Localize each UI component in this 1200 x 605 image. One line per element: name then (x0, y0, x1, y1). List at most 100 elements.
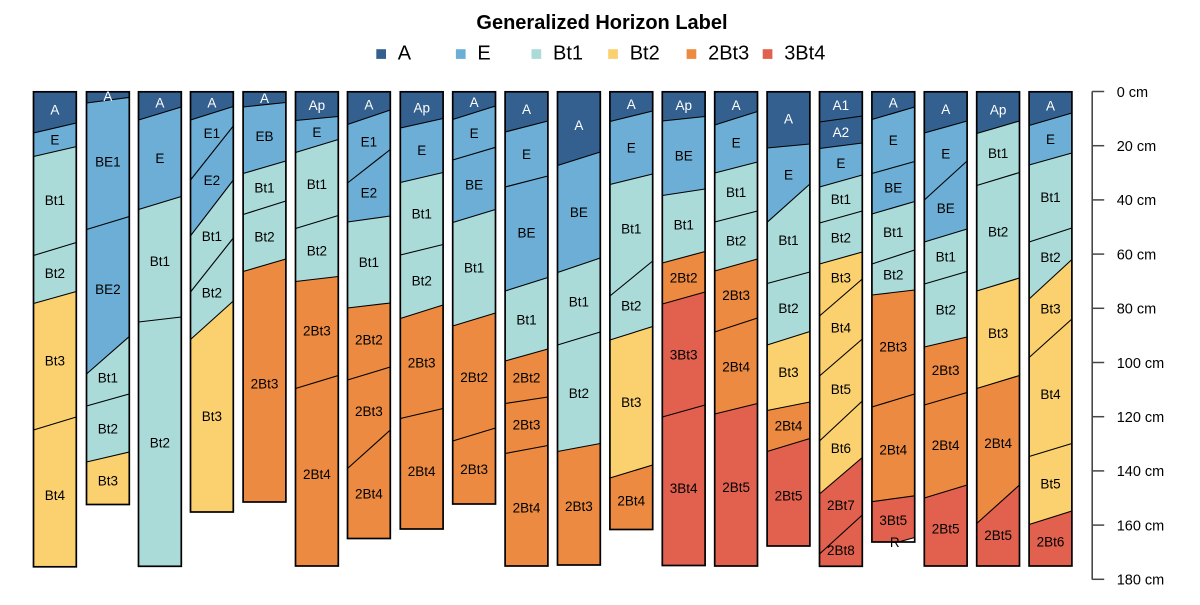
svg-text:A: A (260, 91, 269, 106)
svg-text:E: E (50, 133, 59, 148)
svg-text:Bt1: Bt1 (45, 193, 65, 208)
svg-text:3Bt5: 3Bt5 (879, 513, 907, 528)
svg-text:Bt2: Bt2 (98, 421, 118, 436)
svg-text:Bt1: Bt1 (726, 185, 746, 200)
svg-text:Ap: Ap (413, 100, 430, 115)
svg-text:EB: EB (255, 129, 273, 144)
svg-text:Bt3: Bt3 (621, 395, 641, 410)
svg-text:Bt2: Bt2 (988, 225, 1008, 240)
svg-text:Bt4: Bt4 (1040, 387, 1061, 402)
svg-text:Ap: Ap (990, 102, 1007, 117)
svg-text:Bt1: Bt1 (412, 206, 432, 221)
svg-text:Bt2: Bt2 (45, 266, 65, 281)
svg-text:E: E (732, 136, 741, 151)
svg-text:Bt2: Bt2 (307, 243, 327, 258)
svg-text:Bt2: Bt2 (726, 234, 746, 249)
svg-text:Bt1: Bt1 (202, 229, 222, 244)
svg-text:Bt3: Bt3 (778, 365, 798, 380)
svg-text:Bt1: Bt1 (883, 225, 903, 240)
svg-text:BE: BE (675, 148, 693, 163)
svg-text:E: E (477, 43, 490, 65)
svg-text:Bt1: Bt1 (674, 218, 694, 233)
svg-text:E: E (522, 147, 531, 162)
svg-text:Bt4: Bt4 (45, 488, 66, 503)
svg-text:2Bt8: 2Bt8 (827, 543, 855, 558)
svg-text:2Bt2: 2Bt2 (513, 370, 541, 385)
svg-text:Bt2: Bt2 (936, 303, 956, 318)
svg-text:2Bt2: 2Bt2 (670, 270, 698, 285)
svg-text:2Bt3: 2Bt3 (408, 355, 436, 370)
svg-text:Bt1: Bt1 (569, 295, 589, 310)
svg-text:A: A (207, 95, 216, 110)
svg-text:2Bt3: 2Bt3 (251, 376, 279, 391)
svg-text:Generalized Horizon Label: Generalized Horizon Label (476, 12, 727, 34)
svg-text:Bt1: Bt1 (516, 312, 536, 327)
svg-text:A: A (574, 118, 583, 133)
svg-text:A2: A2 (833, 125, 850, 140)
svg-text:Bt2: Bt2 (254, 229, 274, 244)
svg-text:2Bt2: 2Bt2 (355, 332, 383, 347)
svg-text:2Bt5: 2Bt5 (722, 480, 750, 495)
svg-text:A: A (732, 98, 741, 113)
svg-text:Bt5: Bt5 (831, 382, 851, 397)
svg-text:BE: BE (937, 201, 955, 216)
svg-text:Bt1: Bt1 (936, 249, 956, 264)
svg-text:Bt1: Bt1 (254, 180, 274, 195)
svg-text:Bt2: Bt2 (150, 436, 170, 451)
svg-text:Bt1: Bt1 (359, 255, 379, 270)
svg-text:2Bt4: 2Bt4 (303, 467, 331, 482)
svg-text:Bt3: Bt3 (988, 326, 1008, 341)
svg-text:160 cm: 160 cm (1117, 518, 1165, 534)
svg-text:Bt1: Bt1 (553, 43, 583, 65)
svg-text:3Bt3: 3Bt3 (670, 347, 698, 362)
svg-text:0 cm: 0 cm (1117, 85, 1148, 101)
svg-text:Ap: Ap (309, 98, 326, 113)
svg-text:Bt2: Bt2 (778, 301, 798, 316)
svg-text:A1: A1 (833, 98, 850, 113)
svg-text:A: A (398, 43, 412, 65)
svg-text:2Bt5: 2Bt5 (932, 522, 960, 537)
svg-text:Bt2: Bt2 (621, 299, 641, 314)
svg-text:2Bt4: 2Bt4 (408, 464, 436, 479)
svg-text:3Bt4: 3Bt4 (670, 481, 698, 496)
svg-text:A: A (103, 89, 112, 104)
svg-text:A: A (50, 103, 59, 118)
svg-text:E: E (1046, 132, 1055, 147)
svg-text:Bt3: Bt3 (45, 353, 65, 368)
svg-text:2Bt3: 2Bt3 (722, 288, 750, 303)
svg-text:E: E (312, 125, 321, 140)
svg-text:A: A (784, 112, 793, 127)
svg-text:2Bt4: 2Bt4 (932, 438, 960, 453)
svg-text:20 cm: 20 cm (1117, 139, 1157, 155)
svg-text:2Bt4: 2Bt4 (984, 436, 1012, 451)
svg-text:Bt4: Bt4 (831, 320, 852, 335)
svg-text:A: A (941, 102, 950, 117)
svg-text:Bt2: Bt2 (569, 386, 589, 401)
svg-text:Bt1: Bt1 (464, 261, 484, 276)
svg-text:A: A (1046, 98, 1055, 113)
svg-text:BE: BE (465, 178, 483, 193)
svg-text:E: E (784, 167, 793, 182)
svg-text:E1: E1 (361, 135, 378, 150)
svg-text:E: E (836, 156, 845, 171)
svg-text:2Bt3: 2Bt3 (932, 363, 960, 378)
svg-text:E: E (155, 151, 164, 166)
svg-text:Bt3: Bt3 (1040, 302, 1060, 317)
svg-text:2Bt3: 2Bt3 (708, 43, 749, 65)
svg-text:Bt3: Bt3 (98, 474, 118, 489)
svg-text:140 cm: 140 cm (1117, 464, 1165, 480)
svg-text:A: A (627, 97, 636, 112)
svg-text:A: A (470, 95, 479, 110)
svg-text:BE: BE (570, 205, 588, 220)
svg-text:A: A (155, 96, 164, 111)
svg-text:2Bt3: 2Bt3 (355, 404, 383, 419)
svg-text:2Bt4: 2Bt4 (617, 493, 645, 508)
svg-text:Bt3: Bt3 (831, 271, 851, 286)
svg-text:2Bt4: 2Bt4 (775, 418, 803, 433)
svg-text:E: E (889, 133, 898, 148)
svg-text:3Bt4: 3Bt4 (784, 43, 825, 65)
svg-text:BE1: BE1 (95, 154, 121, 169)
svg-text:2Bt4: 2Bt4 (355, 487, 383, 502)
svg-text:Ap: Ap (675, 98, 692, 113)
svg-text:40 cm: 40 cm (1117, 193, 1157, 209)
